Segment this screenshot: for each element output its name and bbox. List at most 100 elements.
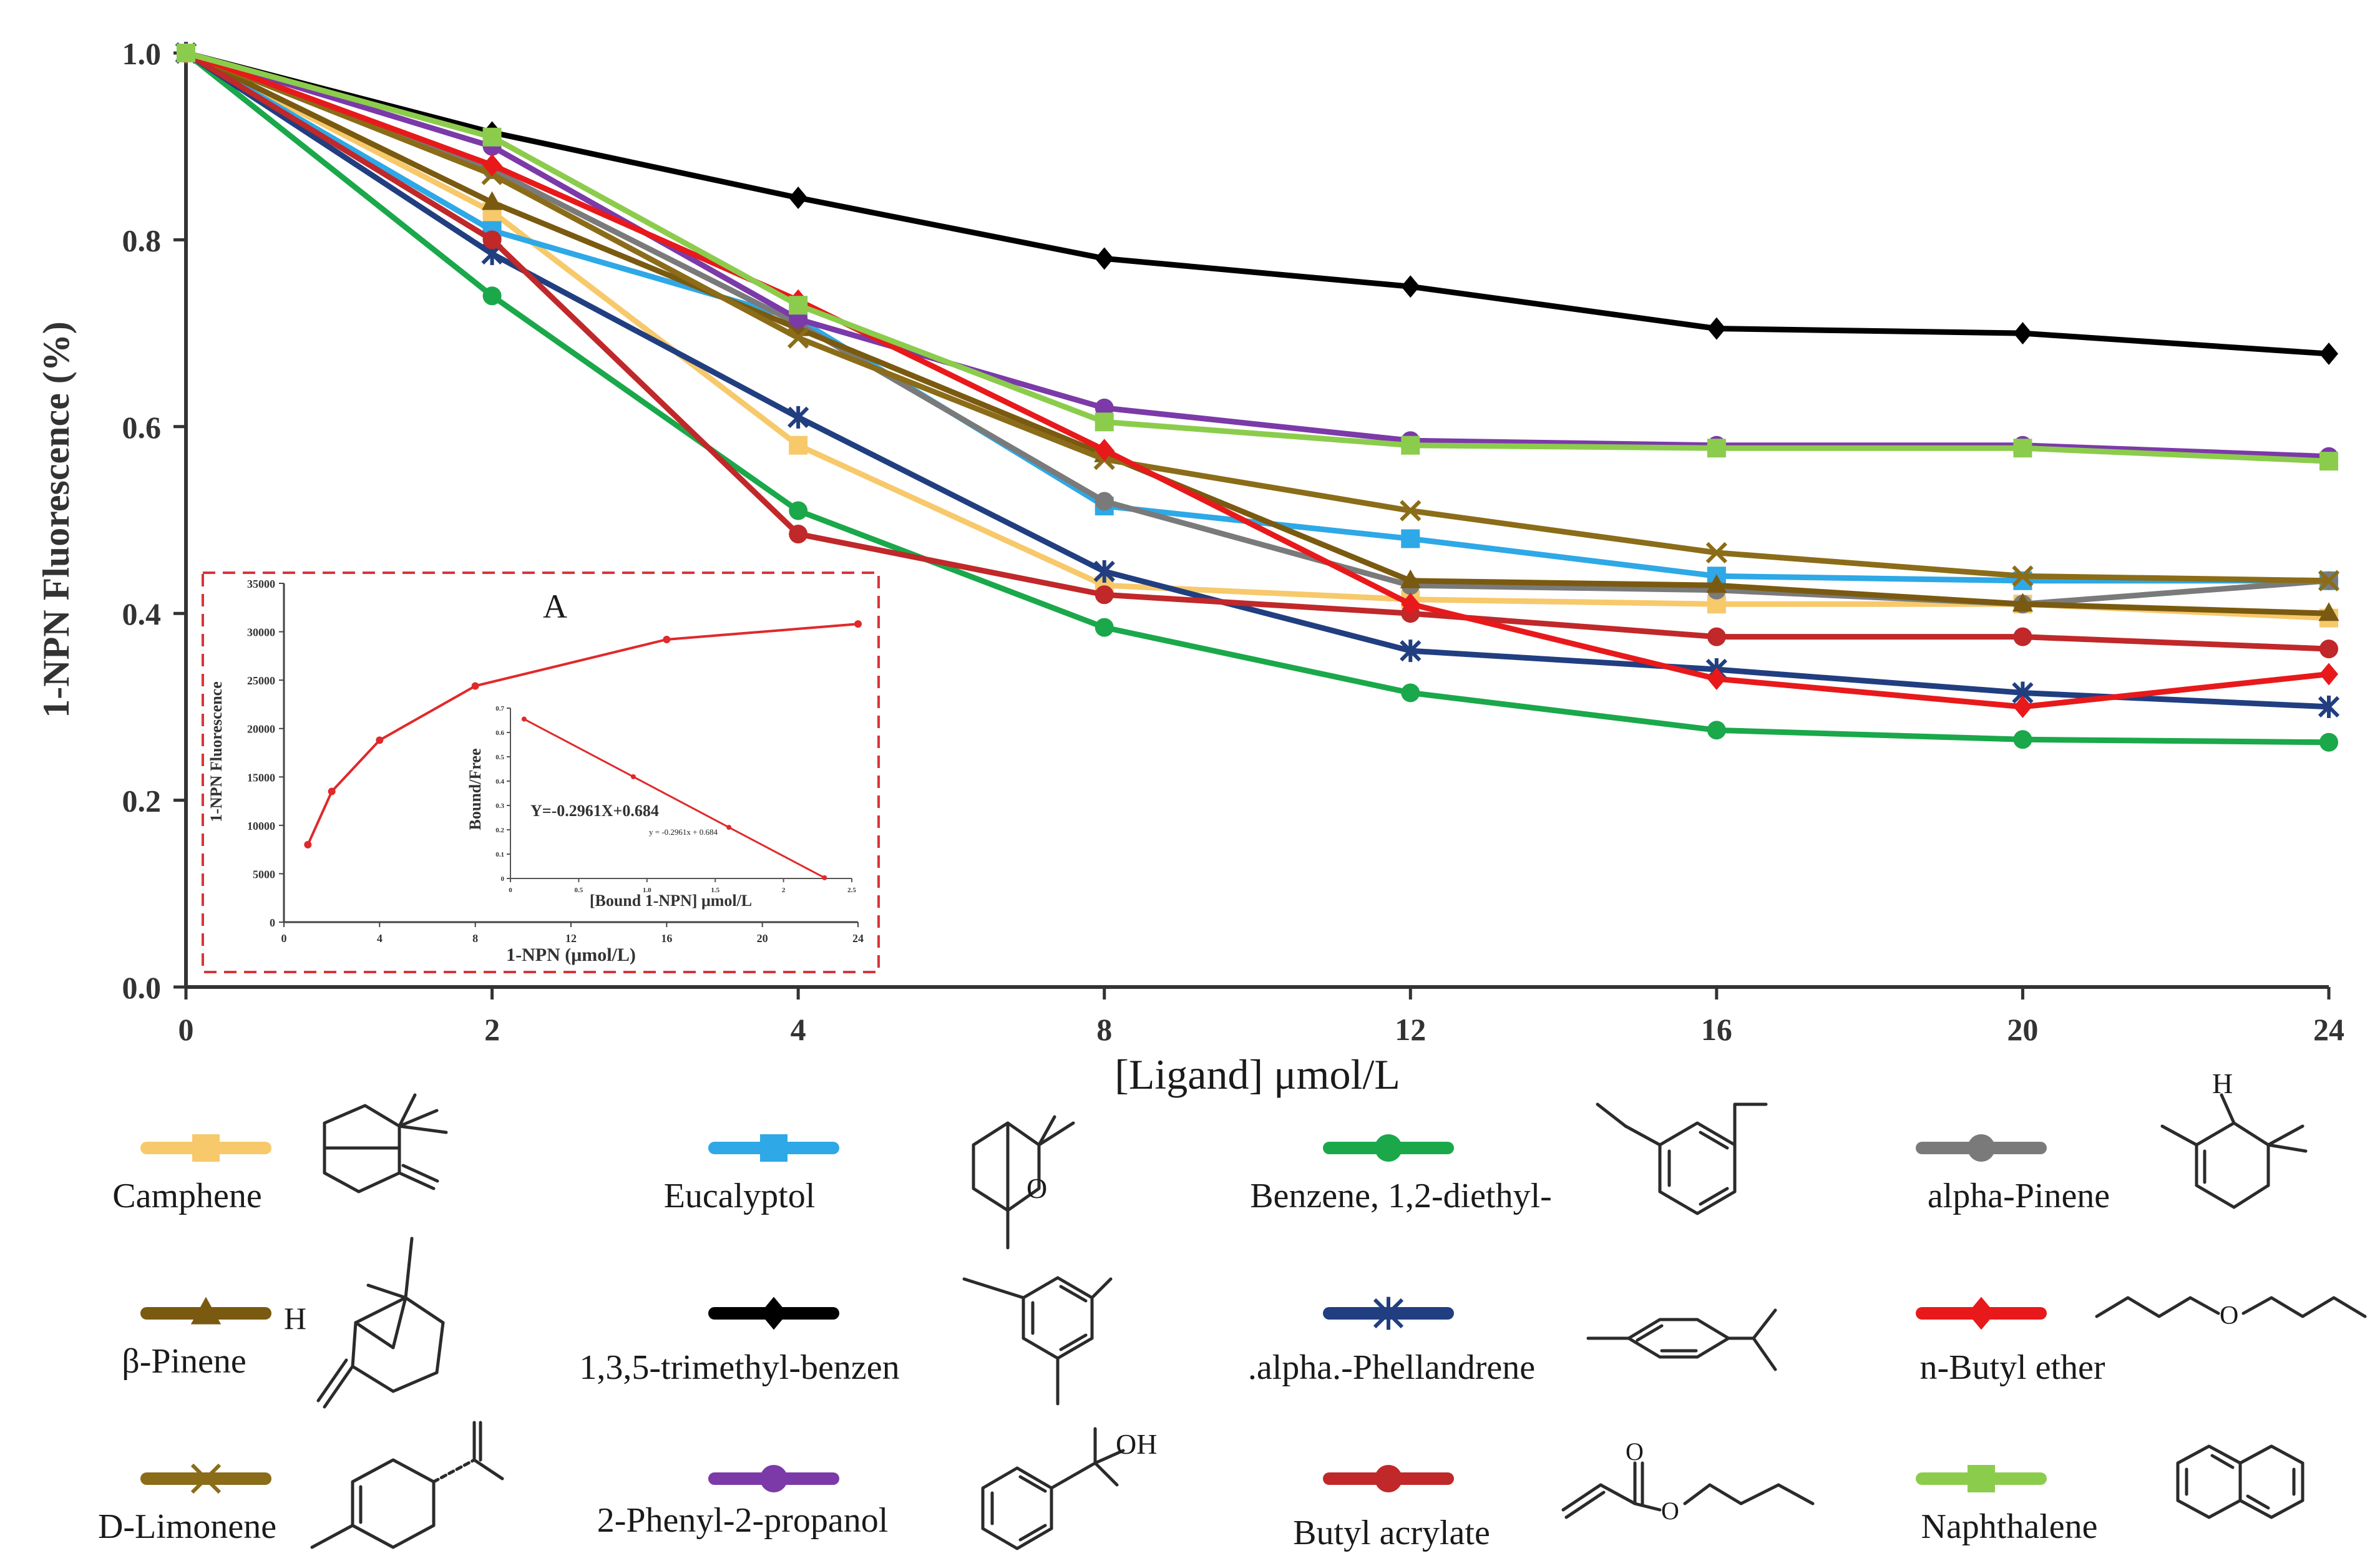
scatchard-y-tick-label: 0 [501, 875, 505, 883]
molecule-alpha-pinene-icon [2160, 1093, 2308, 1209]
legend-label: Benzene, 1,2-diethyl- [1250, 1177, 1552, 1215]
series-line [184, 51, 2329, 652]
data-point [2318, 570, 2340, 591]
scatchard-x-ticks: 0 0.5 1.0 1.5 2 2.5 [509, 878, 856, 894]
series-line [185, 50, 2329, 584]
x-tick-label: 16 [1701, 1012, 1732, 1047]
data-point [2318, 602, 2339, 621]
molecule-eucalyptol-icon [972, 1115, 1075, 1250]
data-point [788, 327, 809, 349]
x-tick-label: 4 [791, 1012, 806, 1047]
legend-label: Camphene [112, 1177, 261, 1215]
data-point [2013, 439, 2032, 458]
scatchard-y-tick-label: 0.7 [495, 705, 504, 712]
legend-item-eucalyptol: Eucalyptol [664, 1134, 839, 1215]
butyl-acrylate-o2-label: O [1661, 1497, 1679, 1525]
y-tick-label: 0.0 [122, 970, 162, 1005]
data-point [2319, 663, 2338, 686]
scatchard-fit-line [524, 718, 825, 879]
x-tick-label: 0 [178, 1012, 194, 1047]
data-point [1401, 683, 1420, 703]
legend-item-d-limonene: D-Limonene [98, 1463, 276, 1546]
legend-label: D-Limonene [98, 1507, 276, 1546]
inset-panel-a: A 0 5000 10000 15000 20000 25000 30000 35000 0 4… [202, 571, 880, 973]
molecule-butyl-acrylate-icon [1561, 1461, 1815, 1519]
x-tick-label: 12 [1395, 1012, 1426, 1047]
legend-swatch-marker [190, 1296, 222, 1325]
series-line [185, 50, 2329, 710]
legend-swatch-marker [760, 1134, 788, 1162]
alpha-pinene-h-label: H [2212, 1068, 2233, 1099]
molecule-diethylbenzene-icon [1596, 1102, 1768, 1215]
molecule-naphthalene-icon [2176, 1444, 2304, 1519]
data-point [1707, 317, 1726, 340]
data-point [2319, 343, 2338, 366]
scatchard-points [521, 716, 827, 880]
legend-item-alpha-phellandrene: .alpha.-Phellandrene [1248, 1296, 1535, 1387]
phenyl-propanol-oh-label: OH [1116, 1428, 1157, 1460]
data-point [1400, 640, 1422, 663]
legend-item-butyl-acrylate: Butyl acrylate [1293, 1465, 1490, 1552]
inset-x-ticks: 0 4 8 12 16 20 24 [281, 922, 864, 945]
series-2-phenyl-2-propanol [177, 44, 2338, 466]
molecule-phenyl-propanol-icon [981, 1427, 1125, 1550]
data-point [2013, 322, 2032, 345]
inset-x-tick-label: 8 [472, 932, 478, 945]
inset-x-label: 1-NPN (μmol/L) [506, 945, 636, 965]
data-point [2013, 730, 2032, 749]
scatchard-y-tick-label: 0.6 [495, 729, 504, 737]
inset-data-point [471, 682, 479, 690]
data-point [1706, 574, 1727, 593]
scatchard-equation: Y=-0.2961X+0.684 [530, 802, 659, 820]
legend-swatch-marker [760, 1296, 788, 1330]
molecule-camphene-icon [323, 1093, 448, 1194]
y-tick-label: 0.6 [122, 410, 162, 445]
molecule-beta-pinene-icon [316, 1237, 445, 1409]
legend-swatch-marker [1968, 1134, 1995, 1162]
y-tick-label: 0.4 [122, 596, 162, 631]
inset-border [202, 571, 880, 973]
legend-swatch-marker [192, 1134, 220, 1162]
inset-x-tick-label: 12 [565, 932, 577, 945]
series-line [185, 50, 2329, 357]
data-point [1095, 412, 1114, 432]
molecule-phellandrene-icon [1586, 1308, 1777, 1371]
scatchard-data-point [726, 825, 732, 830]
inset-y-tick-label: 30000 [247, 626, 275, 639]
legend-label: 1,3,5-trimethyl-benzen [579, 1348, 899, 1387]
legend-item-naphthalene: Naphthalene [1916, 1465, 2097, 1546]
x-tick-label: 24 [2313, 1012, 2344, 1047]
legend-label: n-Butyl ether [1919, 1348, 2105, 1387]
y-tick-label: 0.8 [122, 223, 162, 258]
legend-item-pinene: β-Pinene [122, 1296, 271, 1381]
legend-item-alpha-pinene: alpha-Pinene [1916, 1134, 2110, 1215]
legend-item-camphene: Camphene [112, 1134, 271, 1215]
data-point [2013, 695, 2032, 718]
data-point [789, 524, 808, 543]
x-tick-label: 20 [2007, 1012, 2038, 1047]
data-point [2012, 593, 2033, 612]
data-point [482, 230, 502, 250]
inset-label: A [543, 588, 567, 625]
inset-y-tick-label: 35000 [247, 578, 275, 590]
scatchard-y-ticks: 0 0.1 0.2 0.3 0.4 0.5 0.6 0.7 [495, 705, 510, 883]
series-naphthalene [177, 44, 2338, 471]
scatchard-x-label: [Bound 1-NPN] μmol/L [590, 892, 752, 910]
data-point [1093, 560, 1115, 583]
molecule-d-limonene-icon [310, 1421, 504, 1549]
scatchard-x-tick-label: 2.5 [847, 887, 856, 894]
inset-data-point [663, 635, 671, 643]
inset-data-point [854, 620, 862, 628]
data-point [177, 44, 195, 62]
beta-pinene-h-label: H [284, 1301, 306, 1336]
inset-x-tick-label: 20 [757, 932, 768, 945]
x-tick-label: 8 [1096, 1012, 1112, 1047]
scatchard-y-tick-label: 0.2 [495, 827, 504, 834]
legend-label: .alpha.-Phellandrene [1248, 1348, 1535, 1387]
inset-x-tick-label: 4 [377, 932, 383, 945]
inset-y-tick-label: 0 [270, 917, 275, 929]
x-ticks: 0 2 4 8 12 16 20 24 [178, 987, 2344, 1047]
scatchard-plot: 0 0.1 0.2 0.3 0.4 0.5 0.6 0.7 0 0.5 1.0 1.5 2 2.5 Bo… [466, 705, 856, 910]
data-point [1707, 667, 1726, 690]
